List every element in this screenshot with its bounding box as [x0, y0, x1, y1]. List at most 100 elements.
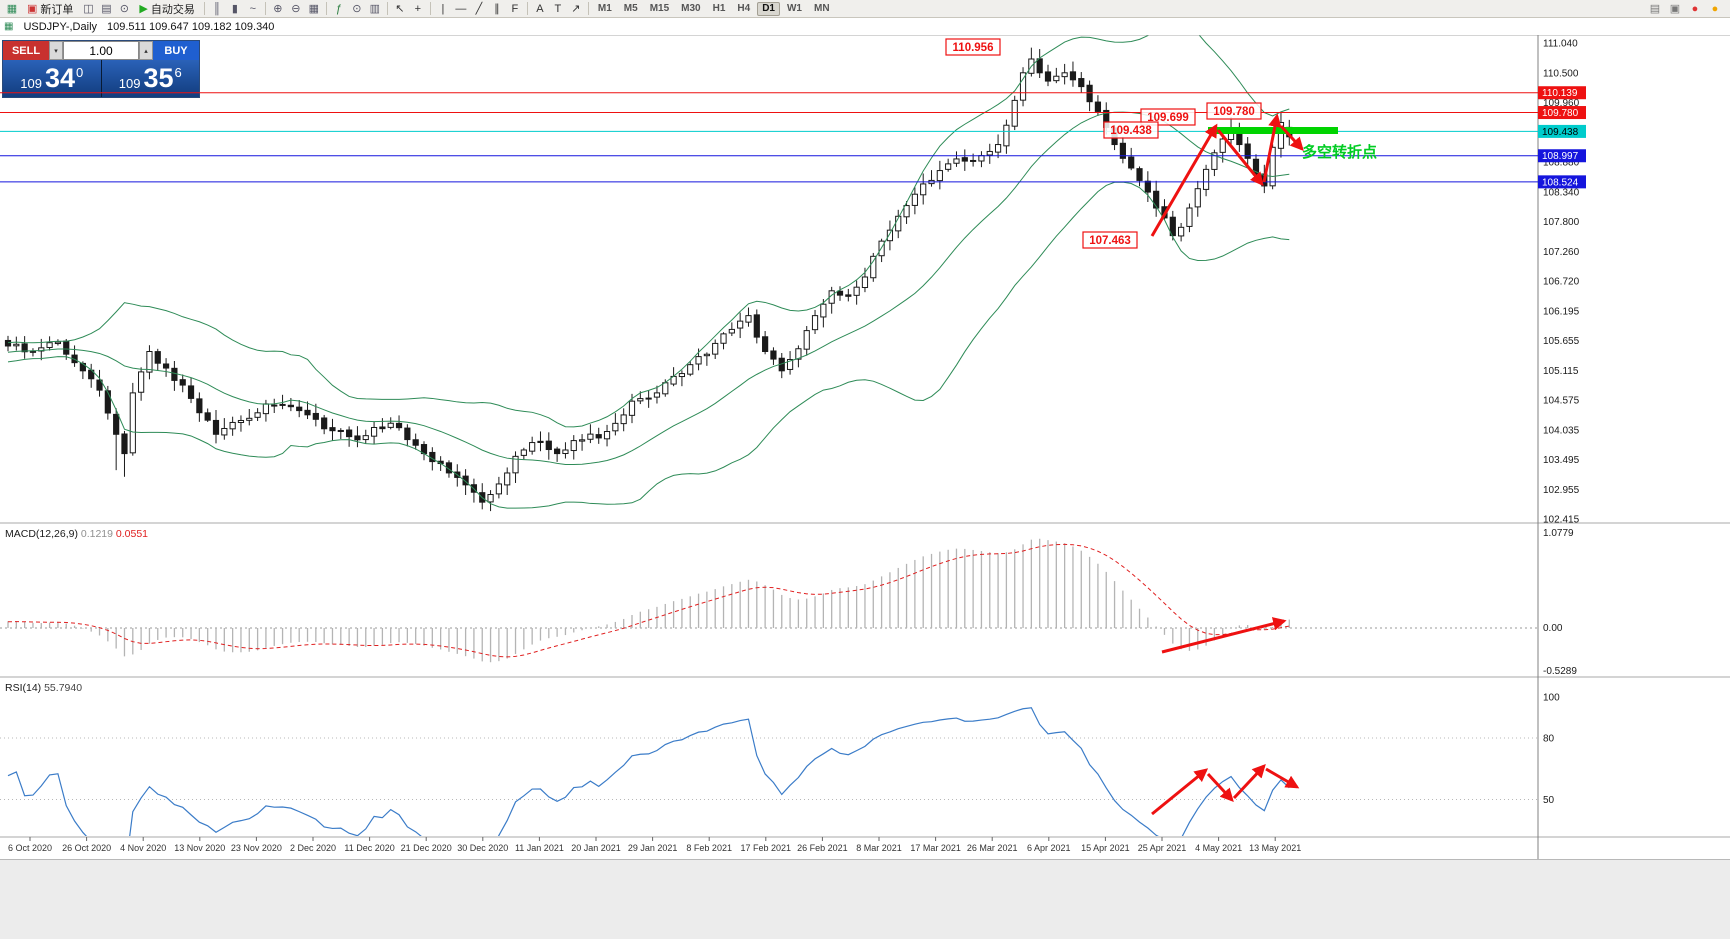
timeframe-m15-button[interactable]: M15 [645, 2, 674, 16]
timeframe-w1-button[interactable]: W1 [782, 2, 807, 16]
toolbar-separator [386, 2, 388, 15]
time-axis-label: 29 Jan 2021 [628, 843, 678, 853]
charts-toolbar-icon[interactable]: ▦ [3, 1, 21, 17]
macd-axis-label: 1.0779 [1543, 528, 1574, 539]
fibonacci-icon[interactable]: F [506, 1, 524, 17]
buy-button[interactable]: BUY [153, 41, 199, 60]
toolbar-left: ▦ ▣ 新订单 ◫ ▤ ⊙ ▶ 自动交易 ║ ▮ ~ ⊕ ⊖ ▦ ƒ ⊙ ▥ ↖ + | — ╱ ∥ F A T ↗ M1 M5 M15 M… [3, 1, 836, 17]
bollinger-lower-band [7, 181, 1290, 509]
window-bottom-area [0, 859, 1730, 939]
timeframe-h1-button[interactable]: H1 [708, 2, 731, 16]
trendline-icon[interactable]: ╱ [470, 1, 488, 17]
templates-icon[interactable]: ▥ [366, 1, 384, 17]
toolbar-separator [429, 2, 431, 15]
bollinger-middle-band [7, 111, 1290, 466]
notification-red-icon[interactable]: ● [1691, 2, 1699, 15]
time-axis-label: 17 Feb 2021 [741, 843, 792, 853]
time-axis-label: 6 Oct 2020 [8, 843, 52, 853]
periods-icon[interactable]: ⊙ [348, 1, 366, 17]
timeframe-m1-button[interactable]: M1 [593, 2, 617, 16]
alerts-icon[interactable]: ⊙ [115, 1, 133, 17]
timeframe-m30-button[interactable]: M30 [676, 2, 705, 16]
price-axis-label: 107.260 [1543, 247, 1580, 258]
minimize-window-icon[interactable]: ▤ [1649, 2, 1661, 15]
sell-price-main: 34 [44, 63, 75, 93]
toolbar-right: ▤ ▣ ● ● [1646, 1, 1727, 17]
price-axis-label: 108.880 [1543, 158, 1580, 169]
price-axis-label: 102.415 [1543, 515, 1580, 526]
time-axis-label: 2 Dec 2020 [290, 843, 336, 853]
chart-window-icon[interactable]: ◫ [79, 1, 97, 17]
time-axis-label: 13 May 2021 [1249, 843, 1301, 853]
channel-icon[interactable]: ∥ [488, 1, 506, 17]
macd-panel [0, 538, 1538, 663]
indicators-icon[interactable]: ƒ [330, 1, 348, 17]
time-axis-label: 11 Jan 2021 [515, 843, 564, 853]
sell-button[interactable]: SELL [3, 41, 49, 60]
price-axis-label: 103.495 [1543, 455, 1580, 466]
vertical-line-icon[interactable]: | [434, 1, 452, 17]
restore-window-icon[interactable]: ▣ [1669, 2, 1681, 15]
time-axis-label: 26 Oct 2020 [62, 843, 111, 853]
toolbar-separator [203, 2, 205, 15]
price-axis-label: 102.955 [1543, 485, 1580, 496]
time-axis-label: 20 Jan 2021 [571, 843, 621, 853]
time-axis-label: 4 May 2021 [1195, 843, 1242, 853]
lot-increase-button[interactable]: ▴ [139, 41, 153, 60]
chart-title: USDJPY-,Daily [23, 20, 98, 33]
sell-price-display[interactable]: 109 34 0 [3, 60, 101, 97]
zoom-in-icon[interactable]: ⊕ [269, 1, 287, 17]
bollinger-upper-band [7, 35, 1290, 428]
time-axis-label: 6 Apr 2021 [1027, 843, 1071, 853]
toolbar-separator [587, 2, 589, 15]
macd-indicator-label: MACD(12,26,9) 0.1219 0.0551 [5, 528, 148, 540]
toolbar-separator [264, 2, 266, 15]
buy-price-main: 35 [143, 63, 174, 93]
buy-price-pip: 6 [174, 65, 182, 80]
lot-size-input[interactable] [63, 41, 139, 60]
price-axis-label: 105.115 [1543, 366, 1579, 377]
arrows-icon[interactable]: ↗ [567, 1, 585, 17]
text-icon[interactable]: A [531, 1, 549, 17]
horizontal-line-icon[interactable]: — [452, 1, 470, 17]
price-axis-label: 109.960 [1543, 98, 1580, 109]
text-label-icon[interactable]: T [549, 1, 567, 17]
zoom-out-icon[interactable]: ⊖ [287, 1, 305, 17]
new-order-button[interactable]: ▣ 新订单 [21, 1, 79, 17]
price-axis-label: 111.040 [1543, 39, 1578, 50]
sell-price-prefix: 109 [20, 76, 42, 91]
timeframe-d1-button[interactable]: D1 [757, 1, 780, 16]
macd-axis-label: -0.5289 [1543, 666, 1577, 677]
timeframe-m5-button[interactable]: M5 [619, 2, 643, 16]
trade-prices-row: 109 34 0 109 35 6 [3, 60, 199, 97]
time-axis-label: 25 Apr 2021 [1138, 843, 1187, 853]
notification-amber-icon[interactable]: ● [1711, 2, 1719, 15]
autotrading-button[interactable]: ▶ 自动交易 [133, 1, 200, 17]
rsi-axis-label: 100 [1543, 693, 1560, 704]
crosshair-icon[interactable]: + [409, 1, 427, 17]
price-axis-label: 106.195 [1543, 306, 1580, 317]
price-axis-label: 104.575 [1543, 396, 1580, 407]
time-axis-label: 13 Nov 2020 [174, 843, 225, 853]
rsi-line [7, 707, 1290, 836]
sell-price-pip: 0 [76, 65, 84, 80]
chart-icon: ▦ [4, 21, 14, 32]
time-axis-label: 8 Feb 2021 [686, 843, 732, 853]
line-chart-type-icon[interactable]: ~ [244, 1, 262, 17]
rsi-axis-label: 50 [1543, 795, 1555, 806]
time-axis-label: 21 Dec 2020 [401, 843, 452, 853]
profiles-icon[interactable]: ▤ [97, 1, 115, 17]
timeframe-h4-button[interactable]: H4 [732, 2, 755, 16]
chart-info-line: ▦ USDJPY-,Daily 109.511 109.647 109.182 … [0, 18, 1730, 35]
candle-chart-type-icon[interactable]: ▮ [226, 1, 244, 17]
tile-windows-icon[interactable]: ▦ [305, 1, 323, 17]
time-axis-label: 23 Nov 2020 [231, 843, 282, 853]
autotrading-button-label: 自动交易 [150, 3, 195, 16]
lot-decrease-button[interactable]: ▾ [49, 41, 63, 60]
bar-chart-type-icon[interactable]: ║ [208, 1, 226, 17]
price-divider [100, 60, 102, 97]
cursor-icon[interactable]: ↖ [391, 1, 409, 17]
buy-price-display[interactable]: 109 35 6 [101, 60, 199, 97]
timeframe-mn-button[interactable]: MN [809, 2, 835, 16]
